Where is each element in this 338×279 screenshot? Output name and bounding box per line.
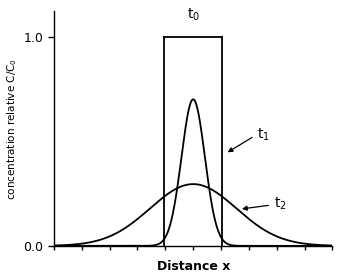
X-axis label: Distance x: Distance x bbox=[156, 260, 230, 273]
Text: t$_1$: t$_1$ bbox=[257, 127, 270, 143]
Y-axis label: concentration relative C/C$_0$: concentration relative C/C$_0$ bbox=[5, 58, 19, 200]
Text: t$_0$: t$_0$ bbox=[187, 6, 200, 23]
Text: t$_2$: t$_2$ bbox=[274, 196, 287, 212]
